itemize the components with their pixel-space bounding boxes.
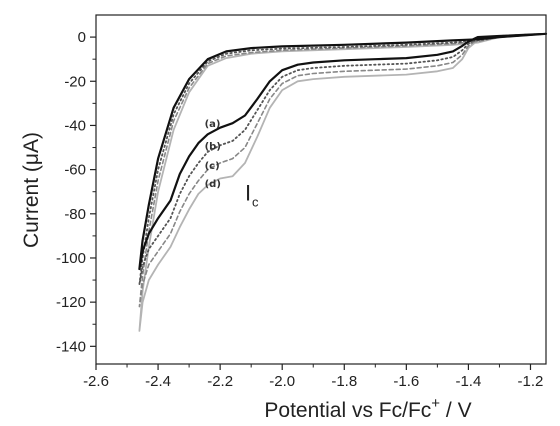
y-tick-label: 0 [78, 29, 86, 46]
x-axis-title: Potential vs Fc/Fc+ / V [264, 395, 471, 422]
ic-label: I [245, 181, 251, 206]
series-line [138, 32, 548, 271]
x-tick-label: -2.4 [145, 373, 171, 390]
x-tick-label: -2.6 [83, 373, 109, 390]
plot-frame [95, 14, 547, 365]
ic-subscript: c [252, 195, 259, 210]
curves-layer [138, 32, 548, 332]
x-tick-label: -1.2 [518, 373, 544, 390]
x-axis-ticks: -2.6 -2.4 -2.2 -2.0 -1.8 -1.6 -1.4 -1.2 [83, 364, 543, 390]
series-line [138, 32, 547, 332]
y-tick-label: -40 [64, 117, 86, 134]
y-tick-label: -120 [56, 294, 86, 311]
x-tick-label: -1.6 [393, 373, 419, 390]
y-tick-label: -80 [64, 206, 86, 223]
curve-label: (c) [205, 161, 220, 172]
series-line [138, 33, 547, 308]
y-tick-label: -140 [56, 338, 86, 355]
y-tick-label: -100 [56, 250, 86, 267]
y-tick-label: -60 [64, 162, 86, 179]
curve-label: (b) [205, 141, 221, 152]
x-tick-label: -2.0 [269, 373, 295, 390]
y-axis-title-mu: μ [20, 153, 43, 165]
curve-label: (d) [205, 179, 221, 190]
x-tick-label: -1.8 [331, 373, 357, 390]
x-axis-title-sup: + [431, 395, 440, 412]
y-axis-ticks: 0 -20 -40 -60 -80 -100 -120 -140 [56, 29, 96, 355]
y-tick-label: -20 [64, 73, 86, 90]
x-tick-label: -1.4 [455, 373, 481, 390]
y-axis-title: Current (μA) [20, 132, 43, 248]
x-axis-title-unit: / V [440, 399, 472, 422]
x-tick-label: -2.2 [207, 373, 233, 390]
series-line [138, 32, 547, 286]
y-axis-title-suffix: A) [20, 132, 43, 153]
curve-label: (a) [205, 119, 221, 130]
x-axis-title-main: Potential vs Fc/Fc [264, 399, 431, 422]
curve-labels: (a) (b) (c) (d) [205, 119, 221, 190]
y-axis-title-prefix: Current ( [20, 165, 43, 248]
